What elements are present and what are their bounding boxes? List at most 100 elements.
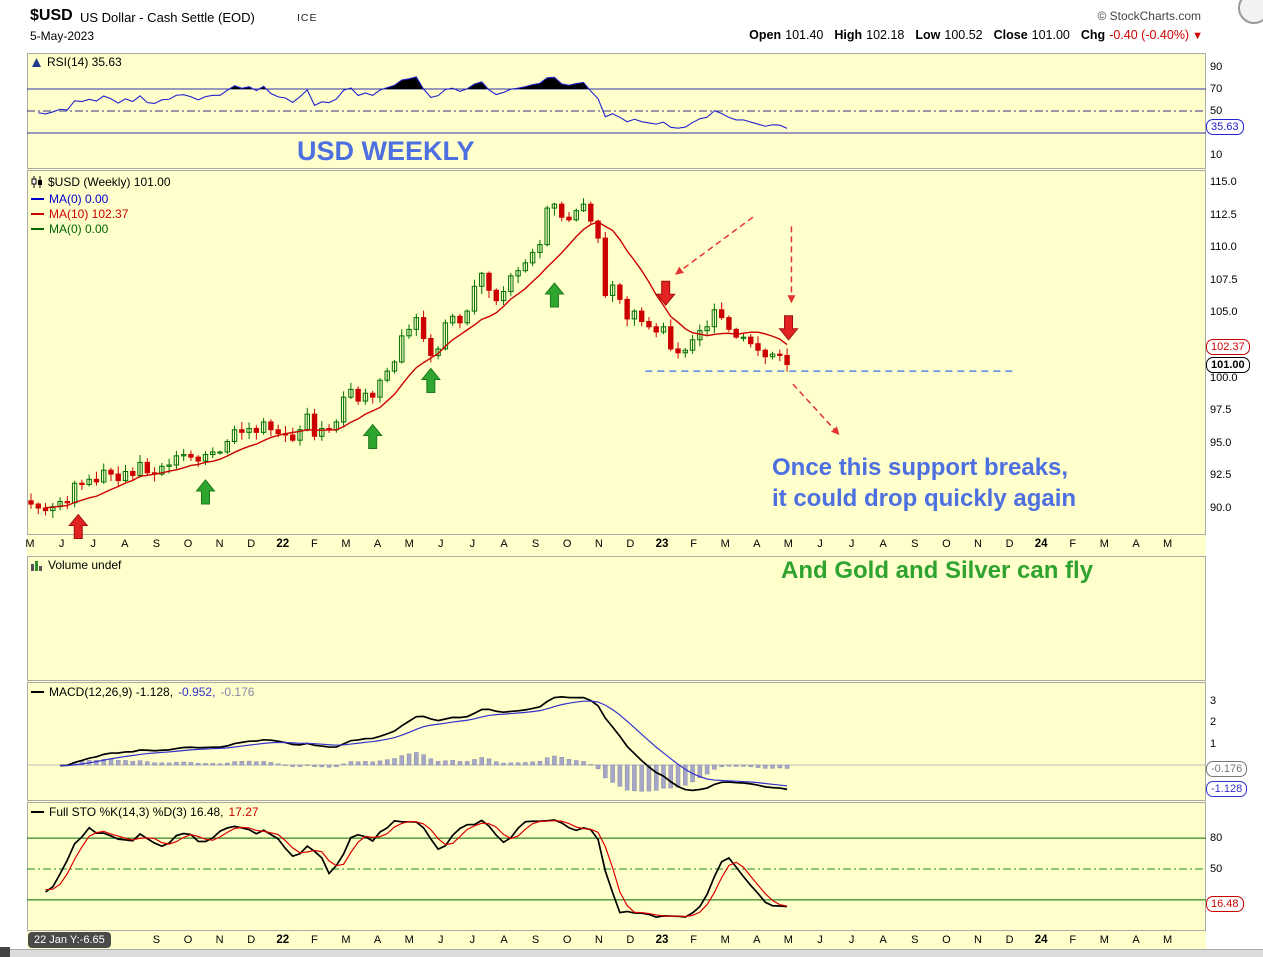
x-axis-label-top: S bbox=[911, 538, 919, 550]
x-axis-label-bottom: M bbox=[720, 934, 730, 946]
y-axis-label-price: 95.0 bbox=[1210, 436, 1232, 449]
macd-legend-hist: -0.176 bbox=[220, 685, 255, 699]
y-axis-label-price: 100.0 bbox=[1210, 371, 1238, 384]
x-axis-label-bottom: J bbox=[469, 934, 476, 946]
x-axis-label-bottom: S bbox=[911, 934, 919, 946]
quote-line: Open 101.40 High 102.18 Low 100.52 Close 101.00… bbox=[738, 28, 1203, 42]
x-axis-label-bottom: M bbox=[1163, 934, 1173, 946]
indicator-triangle-icon bbox=[32, 57, 41, 67]
macd-legend-signal: -0.952, bbox=[178, 685, 216, 699]
x-axis-label-top: J bbox=[438, 538, 444, 550]
x-axis-label-bottom: M bbox=[341, 934, 351, 946]
x-axis-label-top: J bbox=[90, 538, 96, 550]
x-axis-label-top: N bbox=[594, 538, 603, 550]
volume-legend[interactable]: Volume undef bbox=[31, 558, 121, 572]
x-axis-label-top: J bbox=[469, 538, 476, 550]
y-axis-label-price: 110.0 bbox=[1210, 241, 1237, 254]
x-axis-label-bottom: M bbox=[404, 934, 414, 946]
annotation-support-text: Once this support breaks, it could drop … bbox=[772, 452, 1076, 514]
x-axis-label-top: A bbox=[373, 538, 382, 550]
x-axis-label-bottom: F bbox=[690, 934, 697, 946]
sto-legend[interactable]: Full STO %K(14,3) %D(3) 16.48, 17.27 bbox=[31, 805, 259, 819]
x-axis-label-top: D bbox=[1005, 538, 1014, 550]
ma-legend-0[interactable]: MA(0) 0.00 bbox=[31, 192, 108, 206]
ma-line-swatch-icon bbox=[31, 228, 44, 230]
high-label: High bbox=[834, 28, 863, 42]
x-axis-label-bottom: A bbox=[879, 934, 887, 946]
x-axis-label-top: D bbox=[626, 538, 635, 550]
sto-legend-main: Full STO %K(14,3) %D(3) 16.48, bbox=[49, 805, 224, 819]
x-axis-label-bottom: N bbox=[594, 934, 603, 946]
value-bubble-macd: -0.176 bbox=[1206, 760, 1248, 777]
low-value: 100.52 bbox=[944, 28, 983, 42]
price-legend[interactable]: $USD (Weekly) 101.00 bbox=[31, 175, 171, 189]
y-axis-label-macd: 1 bbox=[1210, 737, 1217, 750]
instrument-title: US Dollar - Cash Settle (EOD) bbox=[80, 10, 255, 25]
x-axis-label-top: J bbox=[817, 538, 823, 550]
x-axis-label-top: O bbox=[942, 538, 951, 550]
low-label: Low bbox=[915, 28, 941, 42]
x-axis-label-bottom: S bbox=[531, 934, 540, 946]
x-axis-label-top: J bbox=[58, 538, 65, 550]
x-axis-label-top: 23 bbox=[655, 538, 669, 550]
volume-legend-label: Volume undef bbox=[48, 558, 122, 572]
chart-date: 5-May-2023 bbox=[30, 29, 95, 43]
x-axis-label-bottom: N bbox=[974, 934, 982, 946]
x-axis-label-top: D bbox=[247, 538, 256, 550]
x-axis-label-top: N bbox=[215, 538, 224, 550]
volume-bars-icon bbox=[31, 560, 42, 571]
y-axis-label-rsi: 90 bbox=[1210, 61, 1223, 73]
x-axis-label-bottom: J bbox=[848, 934, 855, 946]
y-axis-label-macd: 3 bbox=[1210, 694, 1217, 707]
price-legend-label: $USD (Weekly) 101.00 bbox=[48, 175, 171, 189]
ma-legend-2-label: MA(0) 0.00 bbox=[49, 222, 109, 236]
x-axis-label-top: S bbox=[152, 538, 161, 550]
close-label: Close bbox=[993, 28, 1028, 42]
chg-value: -0.40 (-0.40%) bbox=[1109, 28, 1190, 42]
ma-line-swatch-icon bbox=[31, 198, 44, 200]
x-axis-label-top: 22 bbox=[276, 538, 290, 550]
x-axis-label-top: 24 bbox=[1034, 538, 1048, 550]
x-axis-label-bottom: 24 bbox=[1034, 934, 1048, 946]
chart-background bbox=[27, 53, 1206, 949]
x-axis-label-bottom: O bbox=[183, 934, 193, 946]
x-axis-label-top: M bbox=[1099, 538, 1109, 550]
y-axis-label-sto: 80 bbox=[1210, 832, 1223, 845]
x-axis-label-bottom: A bbox=[753, 934, 761, 946]
y-axis-label-macd: 2 bbox=[1210, 716, 1217, 728]
rsi-legend[interactable]: RSI(14) 35.63 bbox=[31, 55, 122, 69]
ma-legend-1[interactable]: MA(10) 102.37 bbox=[31, 207, 128, 221]
x-axis-label-bottom: A bbox=[500, 934, 508, 946]
y-axis-label-price: 107.5 bbox=[1210, 273, 1238, 286]
symbol: $USD bbox=[30, 7, 73, 24]
y-axis-label-price: 105.0 bbox=[1210, 306, 1238, 319]
x-axis-label-top: A bbox=[121, 538, 129, 550]
exchange-label: ICE bbox=[297, 12, 318, 24]
horizontal-scrollbar[interactable] bbox=[0, 949, 1263, 957]
stockcharts-brand: © StockCharts.com bbox=[1097, 9, 1201, 23]
chg-down-arrow-icon[interactable]: ▼ bbox=[1192, 30, 1203, 42]
x-axis-label-top: M bbox=[341, 538, 351, 550]
value-bubble-macd: -1.128 bbox=[1206, 781, 1248, 798]
y-axis-label-price: 92.5 bbox=[1210, 469, 1232, 482]
macd-legend[interactable]: MACD(12,26,9) -1.128, -0.952, -0.176 bbox=[31, 685, 254, 699]
x-axis-label-bottom: S bbox=[152, 934, 161, 946]
annotation-support-line2: it could drop quickly again bbox=[772, 485, 1077, 512]
ma-legend-0-label: MA(0) 0.00 bbox=[49, 192, 109, 206]
x-axis-label-top: O bbox=[562, 538, 572, 550]
x-axis-label-bottom: 22 bbox=[276, 934, 290, 946]
y-axis-label-rsi: 50 bbox=[1210, 105, 1223, 117]
x-axis-label-top: O bbox=[183, 538, 193, 550]
x-axis-label-bottom: D bbox=[626, 934, 635, 946]
value-bubble-price: 101.00 bbox=[1206, 356, 1250, 373]
x-axis-label-top: A bbox=[500, 538, 508, 550]
ma-legend-2[interactable]: MA(0) 0.00 bbox=[31, 222, 108, 236]
x-axis-label-top: J bbox=[848, 538, 855, 550]
y-axis-label-price: 115.0 bbox=[1210, 176, 1237, 188]
x-axis-label-bottom: A bbox=[1132, 934, 1140, 946]
y-axis-label-rsi: 10 bbox=[1210, 149, 1223, 161]
x-axis-label-bottom: D bbox=[1005, 934, 1014, 946]
x-axis-label-bottom: N bbox=[215, 934, 224, 946]
